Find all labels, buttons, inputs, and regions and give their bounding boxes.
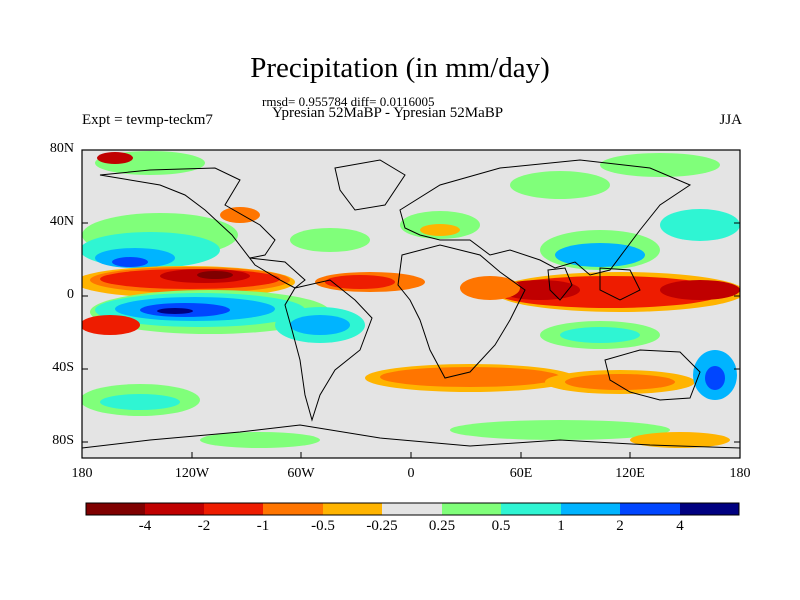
y-tick-label: 80N — [49, 141, 74, 156]
colorbar-box — [680, 503, 739, 515]
precip-field — [82, 150, 740, 458]
north-america-outline — [99, 167, 306, 289]
field-patch — [450, 420, 670, 440]
colorbar-label: -4 — [138, 518, 152, 534]
x-tick-label: 120W — [174, 466, 210, 481]
colorbar-box — [382, 503, 442, 515]
y-tick-label: 0 — [67, 287, 74, 302]
experiment-label: Expt = tevmp-teckm7 — [82, 112, 213, 128]
y-tick-label: 80S — [52, 433, 74, 448]
field-patch — [325, 275, 395, 289]
eurasia-outline — [399, 159, 692, 276]
x-tick-label: 60W — [287, 466, 315, 481]
field-patch — [290, 315, 350, 335]
y-tick-label: 40S — [52, 360, 74, 375]
x-tick-label: 180 — [71, 466, 93, 481]
comparison-subtitle: Ypresian 52MaBP - Ypresian 52MaBP — [272, 105, 504, 121]
colorbar-box — [145, 503, 204, 515]
greenland-outline — [334, 159, 406, 211]
x-tick-label: 0 — [407, 466, 415, 481]
field-patch — [100, 394, 180, 410]
field-patch — [555, 243, 645, 267]
field-patch — [660, 209, 740, 241]
rmsd-diff-stats: rmsd= 0.955784 diff= 0.0116005 — [262, 94, 435, 109]
figure-title: Precipitation (in mm/day) — [250, 52, 550, 84]
colorbar-label: -0.25 — [366, 518, 398, 534]
field-patch — [82, 315, 140, 335]
coastlines — [81, 159, 741, 449]
field-patch — [97, 152, 133, 164]
south-america-outline — [284, 279, 373, 422]
colorbar-label: 2 — [616, 518, 624, 534]
field-patch — [510, 171, 610, 199]
colorbar-box — [620, 503, 680, 515]
field-patch — [420, 224, 460, 236]
field-patch — [220, 207, 260, 223]
season-label: JJA — [719, 112, 742, 128]
field-patch — [660, 280, 740, 300]
field-patch — [630, 432, 730, 448]
field-patch — [705, 366, 725, 390]
colorbar-label: -0.5 — [311, 518, 335, 534]
field-patch — [560, 327, 640, 343]
x-tick-label: 60E — [509, 466, 533, 481]
field-patch — [290, 228, 370, 252]
antarctica-outline — [81, 424, 741, 449]
colorbar-label: 1 — [557, 518, 565, 534]
colorbar-box — [561, 503, 620, 515]
colorbar-box — [442, 503, 501, 515]
field-patch — [200, 432, 320, 448]
field-patch — [112, 257, 148, 267]
field-patch — [197, 271, 233, 279]
x-tick-label: 120E — [615, 466, 645, 481]
colorbar-label: 0.25 — [428, 518, 456, 534]
colorbar-label: -2 — [197, 518, 211, 534]
colorbar-box — [263, 503, 323, 515]
y-tick-label: 40N — [49, 214, 74, 229]
field-patch — [565, 374, 675, 390]
field-patch — [157, 308, 193, 314]
field-patch — [460, 276, 520, 300]
axis-ticks — [81, 149, 741, 458]
africa-outline — [397, 244, 526, 379]
colorbar-box — [204, 503, 263, 515]
southeast-asia-outline — [599, 267, 641, 301]
colorbar-label: 0.5 — [491, 518, 511, 534]
colorbar-box — [86, 503, 145, 515]
field-patch — [380, 367, 560, 387]
colorbar-box — [501, 503, 561, 515]
colorbar-label: -1 — [256, 518, 270, 534]
x-tick-label: 180 — [729, 466, 751, 481]
colorbar-box — [323, 503, 382, 515]
field-patch — [600, 153, 720, 177]
colorbar-label: 4 — [676, 518, 684, 534]
colorbar-frame — [85, 502, 740, 516]
colorbar — [85, 502, 740, 516]
india-outline — [547, 267, 573, 301]
field-patch — [500, 280, 580, 300]
australia-outline — [604, 349, 701, 401]
